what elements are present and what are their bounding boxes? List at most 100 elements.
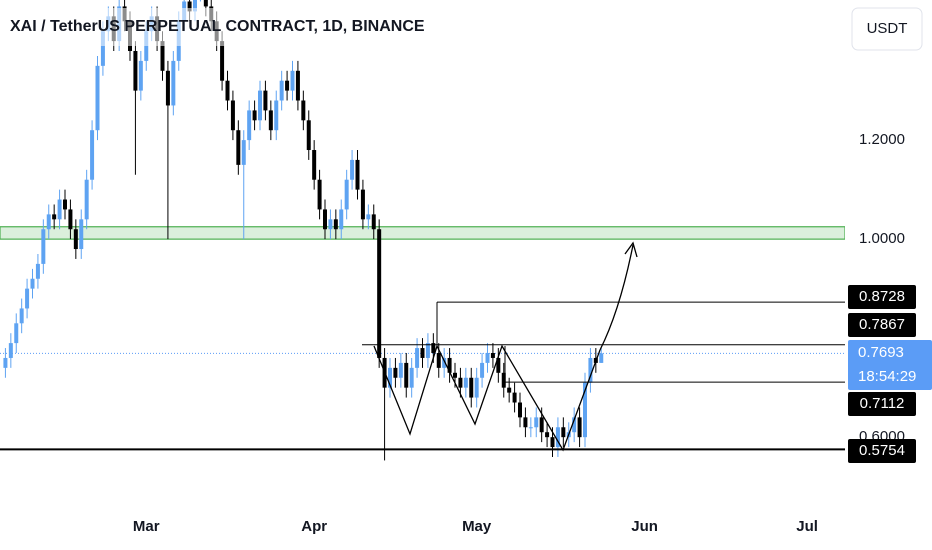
candle-body bbox=[501, 372, 506, 388]
level-label: 0.7867 bbox=[859, 316, 905, 333]
candle-body bbox=[561, 427, 566, 438]
candle-body bbox=[317, 179, 322, 210]
candle-body bbox=[388, 367, 392, 388]
candle-body bbox=[160, 41, 165, 71]
candle-body bbox=[518, 402, 522, 418]
candle-body bbox=[377, 229, 382, 358]
candle-body bbox=[583, 382, 587, 438]
candle-body bbox=[258, 90, 262, 121]
candle-body bbox=[371, 214, 376, 230]
candle-body bbox=[555, 427, 560, 448]
candle-body bbox=[84, 179, 89, 220]
candle-body bbox=[41, 229, 46, 264]
y-tick-label: 1.2000 bbox=[859, 131, 905, 148]
candle-body bbox=[480, 362, 485, 378]
candle-body bbox=[528, 427, 533, 429]
title-backdrop bbox=[0, 8, 420, 46]
candle-body bbox=[333, 219, 338, 230]
candle-body bbox=[398, 362, 403, 378]
candle-body bbox=[599, 353, 604, 363]
candle-body bbox=[133, 50, 138, 91]
candle-body bbox=[539, 417, 544, 433]
candle-body bbox=[577, 417, 582, 438]
candle-body bbox=[203, 0, 208, 7]
candle-body bbox=[545, 432, 550, 438]
level-label: 0.8728 bbox=[859, 288, 905, 305]
level-label-box bbox=[848, 392, 916, 416]
candle-body bbox=[46, 214, 51, 230]
candle-body bbox=[344, 179, 349, 210]
candle-body bbox=[409, 367, 414, 388]
candle-body bbox=[100, 31, 105, 66]
candle-body bbox=[52, 214, 57, 220]
x-tick-label: Jul bbox=[796, 518, 818, 535]
x-tick-label: Mar bbox=[133, 518, 160, 535]
candle-body bbox=[442, 357, 447, 368]
candle-body bbox=[355, 159, 360, 190]
candle-body bbox=[63, 199, 67, 210]
level-label-box bbox=[848, 439, 916, 463]
candle-body bbox=[79, 219, 84, 250]
level-label: 0.7112 bbox=[860, 395, 905, 412]
x-tick-label: May bbox=[462, 518, 492, 535]
candle-body bbox=[458, 377, 463, 388]
last-price-box bbox=[848, 340, 932, 390]
candle-body bbox=[572, 417, 577, 433]
candle-body bbox=[469, 377, 474, 398]
x-tick-label: Jun bbox=[631, 518, 658, 535]
candle-body bbox=[512, 392, 517, 403]
candle-body bbox=[301, 100, 306, 121]
candle-body bbox=[431, 343, 436, 354]
candle-body bbox=[360, 189, 365, 220]
candle-body bbox=[339, 209, 344, 230]
candle-body bbox=[236, 130, 241, 165]
currency-label[interactable]: USDT bbox=[867, 20, 908, 37]
countdown: 18:54:29 bbox=[858, 368, 916, 385]
candle-body bbox=[328, 219, 333, 230]
level-label-box bbox=[848, 285, 916, 309]
candle-body bbox=[534, 417, 539, 428]
candle-body bbox=[350, 159, 355, 180]
candle-body bbox=[463, 377, 468, 388]
candle-body bbox=[68, 209, 73, 230]
chart-title: XAI / TetherUS PERPETUAL CONTRACT, 1D, B… bbox=[10, 18, 425, 35]
candle-body bbox=[90, 130, 95, 180]
candle-body bbox=[550, 437, 555, 448]
candle-body bbox=[420, 348, 425, 358]
candle-body bbox=[436, 353, 441, 368]
candle-body bbox=[14, 323, 19, 344]
candle-body bbox=[306, 120, 311, 151]
candle-body bbox=[57, 199, 62, 220]
candle-body bbox=[19, 308, 24, 324]
candle-body bbox=[247, 110, 252, 141]
projection-arrow bbox=[599, 241, 638, 351]
candle-body bbox=[523, 417, 528, 428]
candle-body bbox=[490, 353, 495, 358]
candle-body bbox=[165, 70, 170, 106]
candle-body bbox=[393, 367, 398, 378]
candle-body bbox=[95, 65, 100, 131]
candle-body bbox=[425, 343, 430, 358]
candle-body bbox=[312, 150, 317, 180]
candle-body bbox=[507, 387, 512, 393]
candle-body bbox=[485, 353, 490, 363]
candle-body bbox=[496, 357, 501, 373]
candle-body bbox=[171, 60, 176, 106]
candle-body bbox=[447, 357, 452, 373]
candle-body bbox=[404, 362, 409, 388]
candle-body bbox=[230, 100, 235, 131]
candle-body bbox=[252, 110, 257, 121]
candle-body bbox=[25, 288, 30, 309]
currency-button[interactable] bbox=[851, 7, 923, 51]
candle-body bbox=[474, 377, 479, 398]
candle-body bbox=[323, 209, 327, 230]
last-price-label: 0.7693 bbox=[858, 344, 904, 361]
y-tick-label: 1.0000 bbox=[859, 230, 905, 247]
candle-body bbox=[263, 90, 268, 111]
candle-body bbox=[30, 278, 35, 289]
candle-body bbox=[144, 31, 149, 61]
candle-body bbox=[453, 372, 457, 378]
candle-body bbox=[285, 80, 290, 91]
candle-body bbox=[274, 100, 279, 131]
